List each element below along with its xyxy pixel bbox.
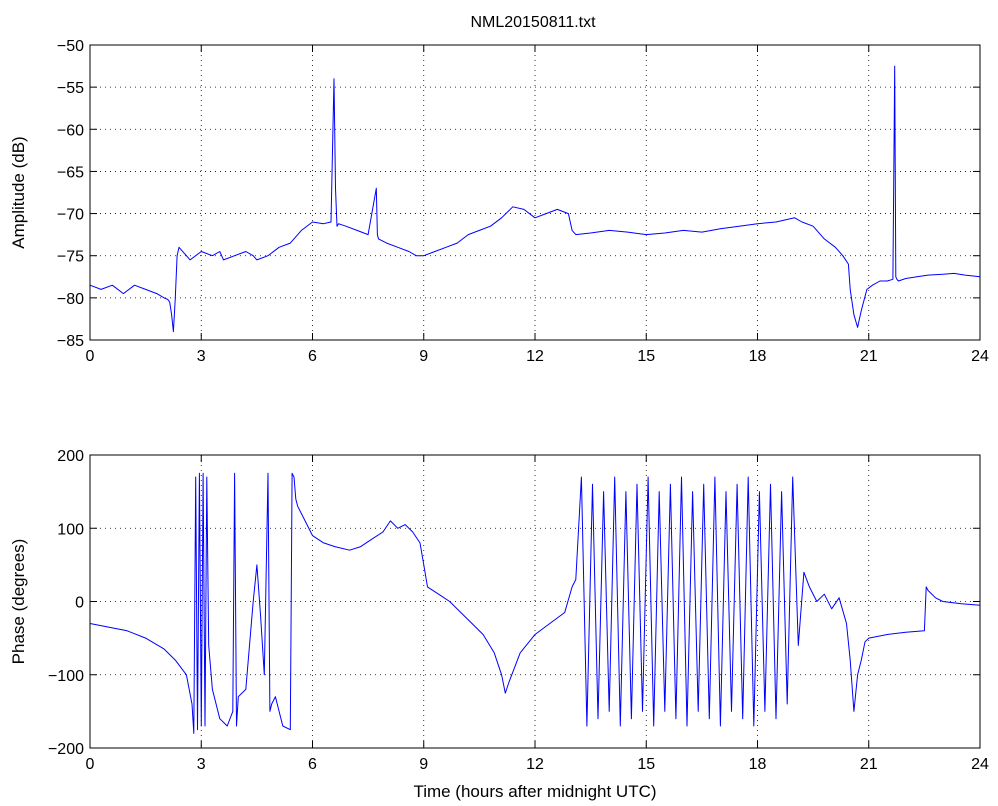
phase-x-tick-label: 3 (197, 756, 206, 773)
amplitude-x-tick-label: 9 (419, 348, 428, 365)
phase-x-tick-label: 0 (86, 756, 95, 773)
amplitude-y-tick-label: −55 (57, 80, 84, 97)
phase-x-tick-label: 9 (419, 756, 428, 773)
phase-x-tick-label: 12 (526, 756, 544, 773)
figure-title: NML20150811.txt (470, 14, 596, 31)
amplitude-x-tick-label: 6 (308, 348, 317, 365)
phase-x-tick-label: 21 (860, 756, 878, 773)
amplitude-x-tick-label: 21 (860, 348, 878, 365)
amplitude-y-tick-label: −50 (57, 38, 84, 55)
amplitude-y-tick-label: −80 (57, 291, 84, 308)
phase-series-line (89, 472, 981, 734)
amplitude-series-line (89, 65, 981, 333)
phase-x-tick-label: 15 (637, 756, 655, 773)
amplitude-y-tick-label: −75 (57, 249, 84, 266)
phase-y-tick-label: 200 (57, 448, 84, 465)
amplitude-x-tick-label: 12 (526, 348, 544, 365)
amplitude-x-tick-label: 18 (749, 348, 767, 365)
amplitude-y-tick-label: −60 (57, 122, 84, 139)
amplitude-x-tick-label: 15 (637, 348, 655, 365)
phase-x-tick-label: 24 (971, 756, 989, 773)
amplitude-x-tick-label: 24 (971, 348, 989, 365)
phase-x-tick-label: 6 (308, 756, 317, 773)
amplitude-y-axis-label: Amplitude (dB) (9, 136, 28, 248)
amplitude-y-tick-label: −65 (57, 164, 84, 181)
phase-panel: 0 3 6 9 12 15 18 21 24 −200 −100 0 100 200 Phase (degr… (9, 448, 989, 801)
phase-y-tick-label: −200 (48, 741, 84, 758)
amplitude-panel: 0 3 6 9 12 15 18 21 24 −85 −80 −75 −70 −65 −60 −55 −50 Am… (9, 38, 989, 365)
phase-y-axis-label: Phase (degrees) (9, 539, 28, 665)
amplitude-x-tick-label: 0 (86, 348, 95, 365)
amplitude-x-tick-label: 3 (197, 348, 206, 365)
phase-x-axis-label: Time (hours after midnight UTC) (413, 782, 656, 801)
phase-y-tick-label: 100 (57, 521, 84, 538)
amplitude-y-tick-label: −70 (57, 207, 84, 224)
phase-y-tick-label: −100 (48, 668, 84, 685)
phase-x-tick-label: 18 (749, 756, 767, 773)
phase-y-tick-label: 0 (75, 595, 84, 612)
amplitude-y-tick-label: −85 (57, 333, 84, 350)
